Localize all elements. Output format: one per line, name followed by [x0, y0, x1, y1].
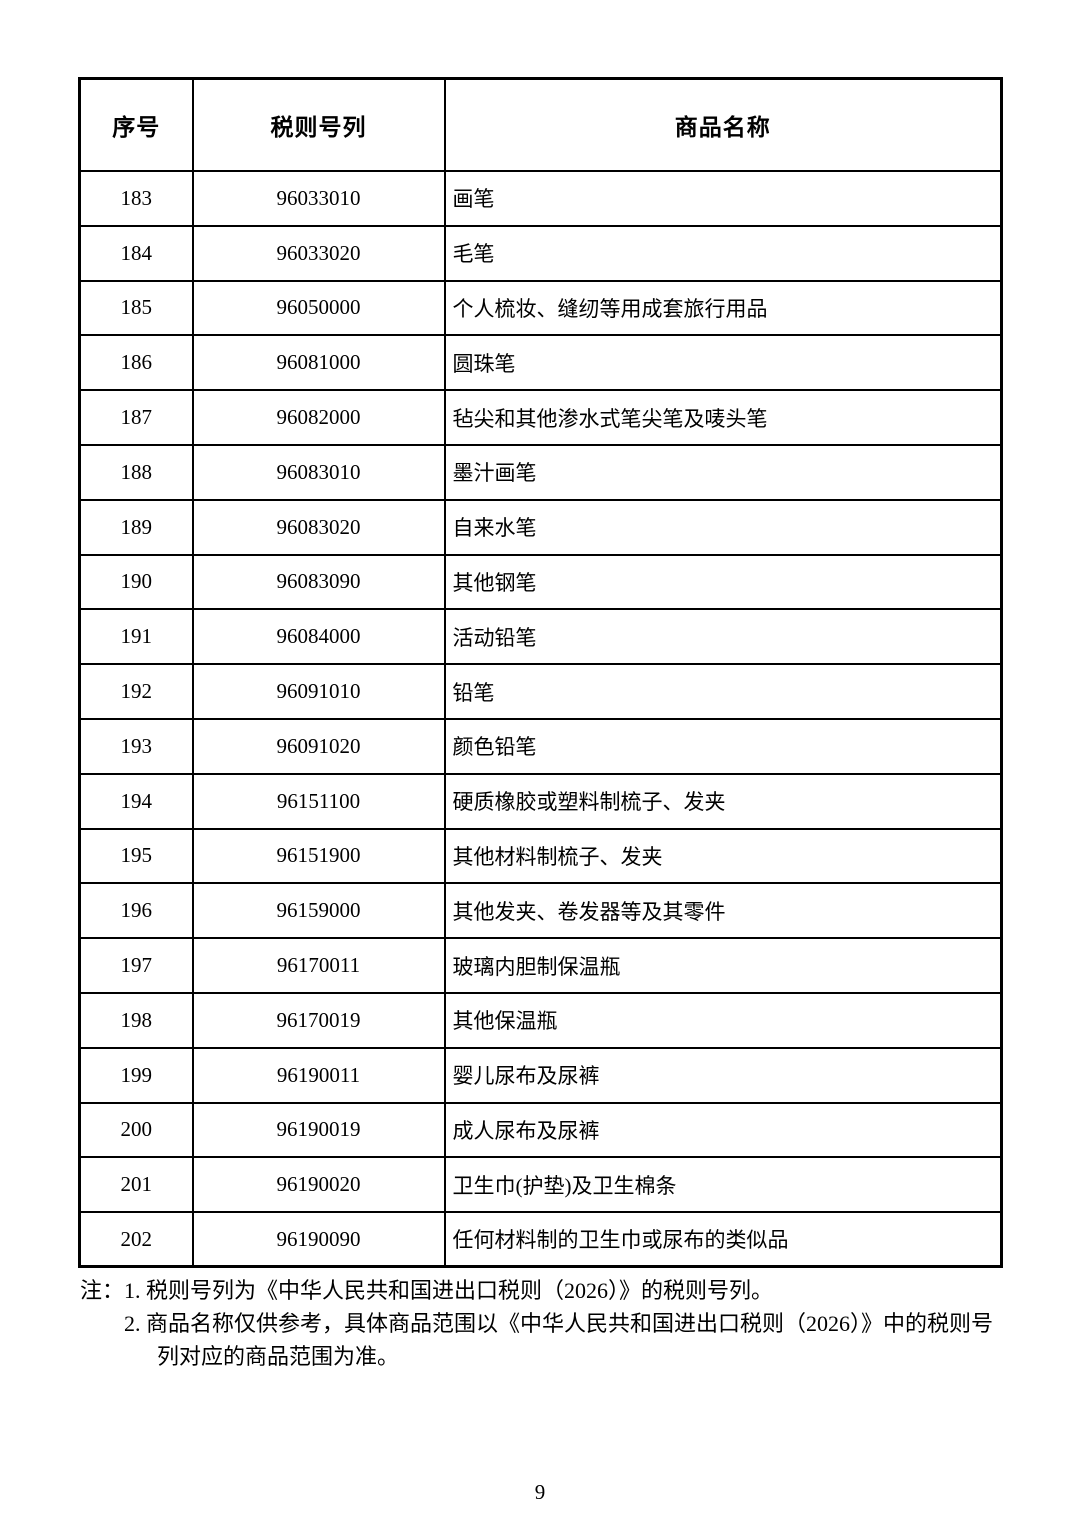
cell-no: 186	[78, 334, 194, 392]
cell-no: 183	[78, 170, 194, 227]
cell-no: 198	[78, 991, 194, 1049]
cell-code: 96050000	[191, 279, 446, 337]
cell-name: 其他钢笔	[443, 553, 1003, 611]
table-row: 202 96190090 任何材料制的卫生巾或尿布的类似品	[78, 1211, 1003, 1268]
table-row: 196 96159000 其他发夹、卷发器等及其零件	[78, 882, 1003, 940]
cell-no: 200	[78, 1101, 194, 1159]
cell-no: 190	[78, 553, 194, 611]
cell-no: 184	[78, 224, 194, 282]
cell-code: 96190020	[191, 1156, 446, 1214]
cell-name: 活动铅笔	[443, 608, 1003, 666]
cell-code: 96083020	[191, 498, 446, 556]
cell-name: 成人尿布及尿裤	[443, 1101, 1003, 1159]
table-row: 198 96170019 其他保温瓶	[78, 991, 1003, 1049]
cell-name: 其他发夹、卷发器等及其零件	[443, 882, 1003, 940]
cell-name: 个人梳妆、缝纫等用成套旅行用品	[443, 279, 1003, 337]
table-row: 199 96190011 婴儿尿布及尿裤	[78, 1046, 1003, 1104]
cell-no: 197	[78, 937, 194, 994]
cell-code: 96170011	[191, 937, 446, 994]
cell-code: 96081000	[191, 334, 446, 392]
table-body: 183 96033010 画笔 184 96033020 毛笔 185 96050000 个人梳…	[78, 170, 1003, 1268]
cell-code: 96190019	[191, 1101, 446, 1159]
cell-code: 96159000	[191, 882, 446, 940]
cell-name: 毡尖和其他渗水式笔尖笔及唛头笔	[443, 389, 1003, 446]
table-row: 184 96033020 毛笔	[78, 224, 1003, 282]
cell-name: 颜色铅笔	[443, 717, 1003, 775]
cell-no: 188	[78, 443, 194, 501]
footnotes-items: 1. 税则号列为《中华人民共和国进出口税则（2026）》的税则号列。 2. 商品…	[124, 1274, 996, 1373]
cell-name: 婴儿尿布及尿裤	[443, 1046, 1003, 1104]
cell-code: 96151100	[191, 772, 446, 830]
cell-no: 201	[78, 1156, 194, 1214]
header-serial-number: 序号	[78, 77, 194, 172]
table-row: 188 96083010 墨汁画笔	[78, 443, 1003, 501]
cell-code: 96082000	[191, 389, 446, 446]
cell-code: 96190011	[191, 1046, 446, 1104]
cell-name: 硬质橡胶或塑料制梳子、发夹	[443, 772, 1003, 830]
table-row: 195 96151900 其他材料制梳子、发夹	[78, 827, 1003, 885]
cell-code: 96190090	[191, 1211, 446, 1268]
cell-code: 96084000	[191, 608, 446, 666]
cell-name: 玻璃内胆制保温瓶	[443, 937, 1003, 994]
cell-name: 铅笔	[443, 663, 1003, 720]
cell-name: 圆珠笔	[443, 334, 1003, 392]
header-row: 序号 税则号列 商品名称	[78, 77, 1003, 172]
cell-name: 画笔	[443, 170, 1003, 227]
footnote-1: 1. 税则号列为《中华人民共和国进出口税则（2026）》的税则号列。	[124, 1278, 774, 1303]
cell-name: 其他保温瓶	[443, 991, 1003, 1049]
cell-no: 194	[78, 772, 194, 830]
cell-name: 毛笔	[443, 224, 1003, 282]
cell-no: 191	[78, 608, 194, 666]
table-row: 185 96050000 个人梳妆、缝纫等用成套旅行用品	[78, 279, 1003, 337]
table-header: 序号 税则号列 商品名称	[78, 77, 1003, 172]
cell-name: 任何材料制的卫生巾或尿布的类似品	[443, 1211, 1003, 1268]
cell-no: 193	[78, 717, 194, 775]
footnotes: 注： 1. 税则号列为《中华人民共和国进出口税则（2026）》的税则号列。 2.…	[80, 1274, 996, 1373]
footnotes-label: 注：	[80, 1278, 125, 1303]
table-row: 189 96083020 自来水笔	[78, 498, 1003, 556]
cell-name: 卫生巾(护垫)及卫生棉条	[443, 1156, 1003, 1214]
tariff-table: 序号 税则号列 商品名称 183 96033010 画笔 184 96033020 毛笔 1…	[78, 77, 1003, 1269]
table-row: 191 96084000 活动铅笔	[78, 608, 1003, 666]
table-row: 187 96082000 毡尖和其他渗水式笔尖笔及唛头笔	[78, 389, 1003, 446]
table-row: 192 96091010 铅笔	[78, 663, 1003, 720]
cell-code: 96170019	[191, 991, 446, 1049]
cell-no: 192	[78, 663, 194, 720]
table-row: 190 96083090 其他钢笔	[78, 553, 1003, 611]
header-tariff-code: 税则号列	[191, 77, 446, 172]
cell-code: 96091010	[191, 663, 446, 720]
table-row: 183 96033010 画笔	[78, 170, 1003, 227]
cell-no: 199	[78, 1046, 194, 1104]
cell-code: 96033020	[191, 224, 446, 282]
table-row: 200 96190019 成人尿布及尿裤	[78, 1101, 1003, 1159]
cell-no: 202	[78, 1211, 194, 1268]
cell-no: 195	[78, 827, 194, 885]
cell-name: 自来水笔	[443, 498, 1003, 556]
cell-code: 96033010	[191, 170, 446, 227]
cell-no: 187	[78, 389, 194, 446]
table-row: 193 96091020 颜色铅笔	[78, 717, 1003, 775]
footnote-2: 2. 商品名称仅供参考，具体商品范围以《中华人民共和国进出口税则（2026）》中…	[124, 1311, 994, 1369]
cell-name: 墨汁画笔	[443, 443, 1003, 501]
cell-no: 189	[78, 498, 194, 556]
cell-code: 96091020	[191, 717, 446, 775]
page-number: 9	[534, 1480, 546, 1504]
cell-code: 96083010	[191, 443, 446, 501]
cell-code: 96151900	[191, 827, 446, 885]
cell-no: 185	[78, 279, 194, 337]
header-product-name: 商品名称	[443, 77, 1003, 172]
cell-no: 196	[78, 882, 194, 940]
table-row: 197 96170011 玻璃内胆制保温瓶	[78, 937, 1003, 994]
table-row: 201 96190020 卫生巾(护垫)及卫生棉条	[78, 1156, 1003, 1214]
cell-name: 其他材料制梳子、发夹	[443, 827, 1003, 885]
table-row: 194 96151100 硬质橡胶或塑料制梳子、发夹	[78, 772, 1003, 830]
cell-code: 96083090	[191, 553, 446, 611]
table-row: 186 96081000 圆珠笔	[78, 334, 1003, 392]
